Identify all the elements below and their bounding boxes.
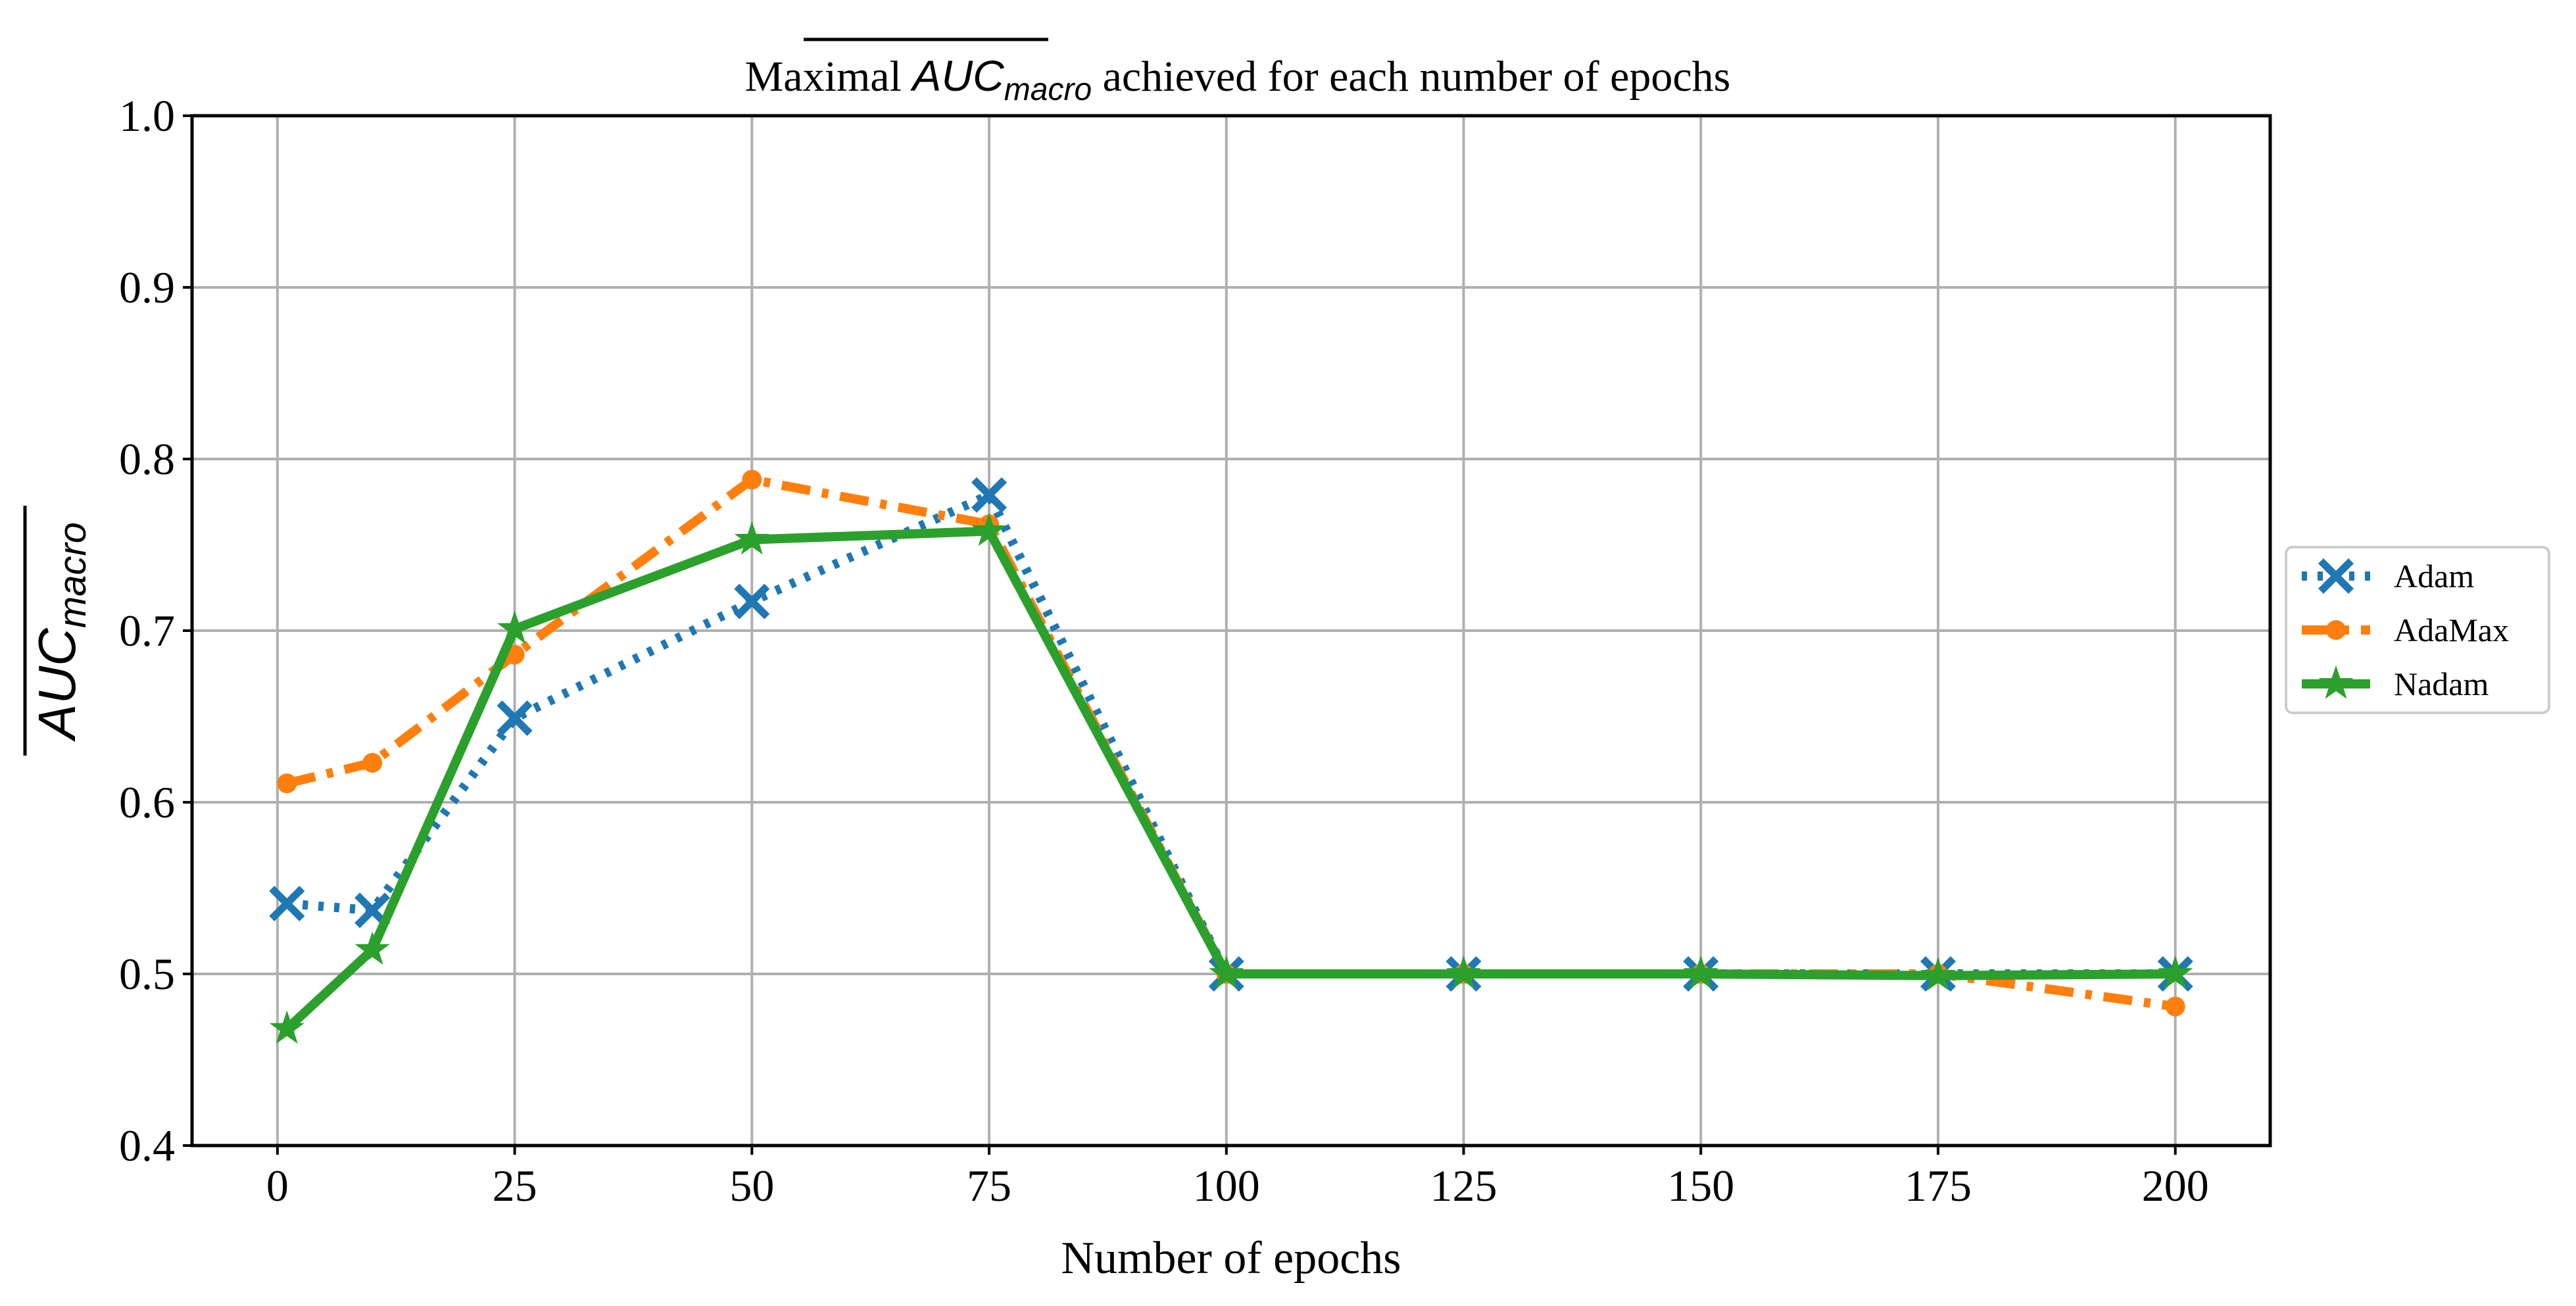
y-tick-label: 0.4	[119, 1121, 175, 1171]
legend-label-adamax: AdaMax	[2394, 612, 2509, 648]
x-tick-label: 200	[2142, 1161, 2209, 1211]
svg-text:AUCmacro: AUCmacro	[28, 522, 94, 742]
x-tick-label: 100	[1193, 1161, 1260, 1211]
legend-marker-nadam	[2318, 665, 2354, 699]
data-point-adam	[734, 583, 770, 619]
y-tick-label: 0.8	[119, 434, 175, 484]
series-adam	[269, 477, 2193, 992]
x-tick-label: 25	[493, 1161, 537, 1211]
data-point-nadam	[497, 610, 533, 644]
legend-marker-adamax	[2326, 620, 2346, 640]
x-axis-label: Number of epochs	[1061, 1233, 1401, 1284]
chart-title: Maximal AUCmacro achieved for each numbe…	[745, 51, 1731, 110]
x-tick-label: 175	[1905, 1161, 1972, 1211]
ticks: 0 25 50 75 100 125 150 175 200 0.4 0.5 0.6 0.7 0.8 0.9…	[119, 91, 2209, 1211]
x-tick-label: 50	[729, 1161, 774, 1211]
legend-item-nadam: Nadam	[2302, 665, 2489, 702]
legend-label-nadam: Nadam	[2394, 665, 2489, 702]
data-point-nadam	[1683, 955, 1718, 989]
series-adamax	[277, 470, 2185, 1017]
series-line-nadam	[283, 526, 2175, 1032]
legend-marker-adam	[2318, 558, 2354, 594]
data-point-nadam	[1920, 957, 1956, 991]
y-tick-label: 0.7	[119, 606, 175, 656]
data-point-nadam	[1446, 955, 1482, 989]
data-point-nadam	[971, 512, 1007, 546]
series-nadam	[269, 512, 2193, 1044]
y-tick-label: 1.0	[119, 91, 175, 141]
x-tick-label: 0	[266, 1161, 289, 1211]
legend-label-adam: Adam	[2394, 558, 2474, 594]
data-point-adamax	[362, 752, 383, 773]
y-tick-label: 0.6	[119, 777, 175, 827]
data-point-adamax	[2165, 996, 2185, 1017]
y-tick-label: 0.9	[119, 262, 175, 312]
legend-item-adamax: AdaMax	[2302, 612, 2509, 648]
data-point-nadam	[269, 1010, 304, 1044]
data-point-adam	[971, 477, 1008, 513]
y-axis-label: AUCmacro	[23, 506, 94, 756]
data-point-adam	[269, 885, 305, 921]
data-point-nadam	[354, 931, 390, 965]
series-line-adamax	[285, 475, 2176, 1011]
series-line-adam	[286, 490, 2175, 979]
y-label-main: AUC	[28, 627, 86, 742]
data-point-nadam	[734, 521, 769, 555]
data-point-adamax	[742, 470, 762, 490]
x-tick-label: 125	[1430, 1161, 1497, 1211]
y-tick-label: 0.5	[119, 949, 175, 999]
data-point-nadam	[2158, 955, 2193, 989]
x-tick-label: 150	[1667, 1161, 1734, 1211]
legend: Adam AdaMax Nadam	[2285, 546, 2550, 714]
grid	[192, 114, 2270, 1147]
legend-item-adam: Adam	[2302, 558, 2474, 594]
x-tick-label: 75	[967, 1161, 1011, 1211]
data-point-adam	[497, 700, 533, 737]
series-layer	[269, 470, 2193, 1044]
data-point-nadam	[1209, 955, 1244, 989]
y-label-sub: macro	[51, 522, 94, 628]
data-point-adamax	[277, 773, 297, 794]
